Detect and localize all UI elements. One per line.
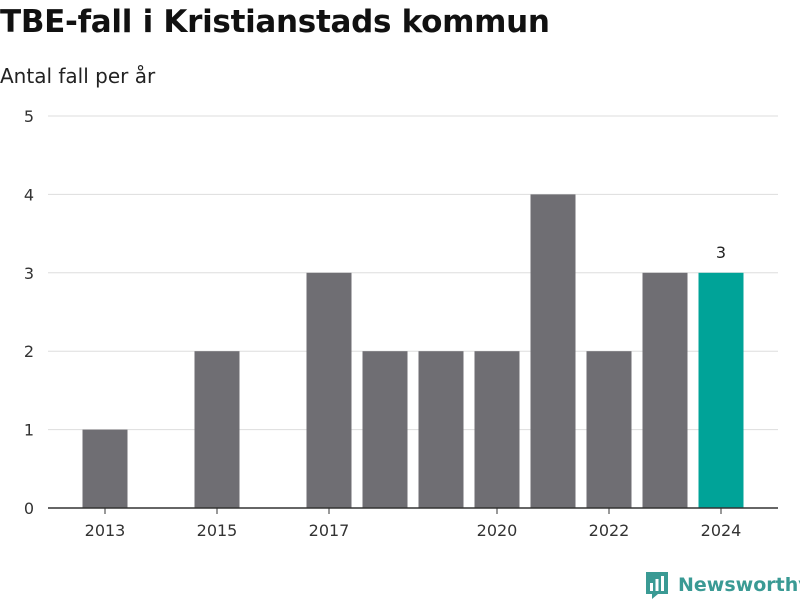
y-tick-label: 4: [24, 185, 34, 204]
y-tick-label: 5: [24, 107, 34, 126]
y-tick-label: 1: [24, 421, 34, 440]
y-tick-label: 3: [24, 264, 34, 283]
x-tick-label: 2013: [85, 521, 126, 540]
y-tick-label: 0: [24, 499, 34, 518]
bar-2023: [642, 272, 688, 508]
bar-2019: [418, 351, 464, 508]
bar-2015: [194, 351, 240, 508]
brand-name: Newsworthy: [678, 574, 800, 596]
data-label-2024: 3: [716, 243, 726, 262]
bar-2018: [362, 351, 408, 508]
brand-logo: Newsworthy: [644, 570, 800, 600]
bar-2020: [474, 351, 520, 508]
chart-title: TBE-fall i Kristianstads kommun: [0, 4, 550, 40]
x-tick-label: 2017: [309, 521, 350, 540]
axes: [48, 507, 778, 514]
x-tick-label: 2020: [477, 521, 518, 540]
bar-2024: [698, 272, 744, 508]
bar-2017: [306, 272, 352, 508]
chart-subtitle: Antal fall per år: [0, 64, 156, 88]
bars: [82, 194, 744, 508]
bar-2022: [586, 351, 632, 508]
bar-2013: [82, 429, 128, 508]
labels: 0 1 2 3 4 5 2013 2015 2017 2020 2022 2024 3: [24, 107, 742, 540]
bar-2021: [530, 194, 576, 508]
y-tick-label: 2: [24, 342, 34, 361]
x-tick-label: 2015: [197, 521, 238, 540]
x-tick-label: 2024: [701, 521, 742, 540]
newsworthy-logo-icon: [646, 572, 668, 599]
x-tick-label: 2022: [589, 521, 630, 540]
